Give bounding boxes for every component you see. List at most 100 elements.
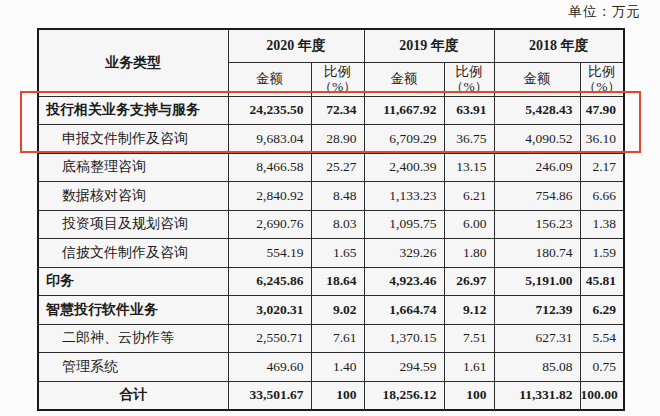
table-row-management-system: 管理系统 469.60 1.40 294.59 1.61 85.08 0.75 [38, 353, 624, 382]
table-row-data-verification: 数据核对咨询 2,840.92 8.48 1,133.23 6.21 754.8… [38, 182, 624, 211]
ratio-label-line1: 比例 [312, 64, 364, 79]
col-header-business-type: 业务类型 [38, 29, 228, 96]
ratio-cell: 0.75 [580, 353, 624, 382]
ratio-cell: 13.15 [444, 153, 494, 182]
amount-cell: 294.59 [364, 353, 444, 382]
ratio-cell: 1.61 [444, 353, 494, 382]
ratio-label-line2: （%） [581, 79, 624, 94]
amount-cell: 554.19 [228, 239, 311, 268]
amount-cell: 1,664.74 [364, 296, 444, 325]
amount-cell: 2,550.71 [228, 324, 311, 353]
amount-cell: 8,466.58 [228, 153, 311, 182]
ratio-cell: 47.90 [580, 96, 624, 125]
ratio-cell: 1.40 [311, 353, 364, 382]
ratio-cell: 100.00 [580, 381, 624, 410]
row-label: 印务 [38, 267, 228, 296]
table-header-years: 业务类型 2020 年度 2019 年度 2018 年度 [38, 29, 624, 62]
total-row-label: 合计 [38, 381, 228, 410]
amount-cell: 11,331.82 [494, 381, 580, 410]
row-label: 底稿整理咨询 [38, 153, 228, 182]
ratio-cell: 25.27 [311, 153, 364, 182]
amount-cell: 2,840.92 [228, 182, 311, 211]
ratio-cell: 45.81 [580, 267, 624, 296]
row-label: 管理系统 [38, 353, 228, 382]
ratio-cell: 6.66 [580, 182, 624, 211]
amount-cell: 1,370.15 [364, 324, 444, 353]
amount-cell: 246.09 [494, 153, 580, 182]
row-label: 投资项目及规划咨询 [38, 210, 228, 239]
col-header-amount-2018: 金额 [494, 62, 580, 96]
amount-cell: 627.31 [494, 324, 580, 353]
amount-cell: 2,400.39 [364, 153, 444, 182]
amount-cell: 712.39 [494, 296, 580, 325]
amount-cell: 9,683.04 [228, 125, 311, 154]
col-header-year-2018: 2018 年度 [494, 29, 624, 62]
ratio-cell: 28.90 [311, 125, 364, 154]
ratio-label-line1: 比例 [445, 64, 494, 79]
amount-cell: 4,090.52 [494, 125, 580, 154]
table-row-investment-planning: 投资项目及规划咨询 2,690.76 8.03 1,095.75 6.00 15… [38, 210, 624, 239]
ratio-cell: 1.65 [311, 239, 364, 268]
ratio-cell: 7.61 [311, 324, 364, 353]
ratio-label-line2: （%） [312, 79, 364, 94]
ratio-cell: 72.34 [311, 96, 364, 125]
amount-cell: 1,095.75 [364, 210, 444, 239]
ratio-cell: 6.29 [580, 296, 624, 325]
ratio-cell: 63.91 [444, 96, 494, 125]
ratio-cell: 6.00 [444, 210, 494, 239]
ratio-cell: 18.64 [311, 267, 364, 296]
amount-cell: 33,501.67 [228, 381, 311, 410]
row-label: 申报文件制作及咨询 [38, 125, 228, 154]
table-row-draft-organizing: 底稿整理咨询 8,466.58 25.27 2,400.39 13.15 246… [38, 153, 624, 182]
col-header-ratio-2019: 比例（%） [444, 62, 494, 96]
ratio-cell: 100 [444, 381, 494, 410]
ratio-cell: 1.59 [580, 239, 624, 268]
row-label: 数据核对咨询 [38, 182, 228, 211]
amount-cell: 11,667.92 [364, 96, 444, 125]
amount-cell: 18,256.12 [364, 381, 444, 410]
ratio-cell: 6.21 [444, 182, 494, 211]
ratio-cell: 36.75 [444, 125, 494, 154]
table-row-invest-banking-support: 投行相关业务支持与服务 24,235.50 72.34 11,667.92 63… [38, 96, 624, 125]
row-label: 智慧投行软件业务 [38, 296, 228, 325]
amount-cell: 156.23 [494, 210, 580, 239]
amount-cell: 24,235.50 [228, 96, 311, 125]
amount-cell: 329.26 [364, 239, 444, 268]
col-header-amount-2019: 金额 [364, 62, 444, 96]
col-header-year-2020: 2020 年度 [228, 29, 364, 62]
ratio-cell: 36.10 [580, 125, 624, 154]
table-row-smart-ib-software: 智慧投行软件业务 3,020.31 9.02 1,664.74 9.12 712… [38, 296, 624, 325]
ratio-cell: 8.03 [311, 210, 364, 239]
amount-cell: 6,709.29 [364, 125, 444, 154]
ratio-cell: 9.12 [444, 296, 494, 325]
col-header-year-2019: 2019 年度 [364, 29, 494, 62]
amount-cell: 3,020.31 [228, 296, 311, 325]
amount-cell: 2,690.76 [228, 210, 311, 239]
amount-cell: 85.08 [494, 353, 580, 382]
table-row-printing: 印务 6,245.86 18.64 4,923.46 26.97 5,191.0… [38, 267, 624, 296]
row-label: 投行相关业务支持与服务 [38, 96, 228, 125]
amount-cell: 180.74 [494, 239, 580, 268]
ratio-cell: 8.48 [311, 182, 364, 211]
amount-cell: 1,133.23 [364, 182, 444, 211]
amount-cell: 6,245.86 [228, 267, 311, 296]
ratio-cell: 2.17 [580, 153, 624, 182]
row-label: 二郎神、云协作等 [38, 324, 228, 353]
business-revenue-table: 业务类型 2020 年度 2019 年度 2018 年度 金额 比例（%） 金额… [37, 28, 625, 411]
ratio-cell: 5.54 [580, 324, 624, 353]
col-header-amount-2020: 金额 [228, 62, 311, 96]
table-row-total: 合计 33,501.67 100 18,256.12 100 11,331.82… [38, 381, 624, 410]
table-row-filing-docs: 申报文件制作及咨询 9,683.04 28.90 6,709.29 36.75 … [38, 125, 624, 154]
ratio-label-line1: 比例 [581, 64, 624, 79]
ratio-cell: 7.51 [444, 324, 494, 353]
table-row-disclosure-docs: 信披文件制作及咨询 554.19 1.65 329.26 1.80 180.74… [38, 239, 624, 268]
ratio-cell: 9.02 [311, 296, 364, 325]
ratio-cell: 100 [311, 381, 364, 410]
amount-cell: 4,923.46 [364, 267, 444, 296]
amount-cell: 754.86 [494, 182, 580, 211]
amount-cell: 5,191.00 [494, 267, 580, 296]
unit-label: 单位：万元 [569, 3, 642, 21]
amount-cell: 5,428.43 [494, 96, 580, 125]
row-label: 信披文件制作及咨询 [38, 239, 228, 268]
col-header-ratio-2020: 比例（%） [311, 62, 364, 96]
